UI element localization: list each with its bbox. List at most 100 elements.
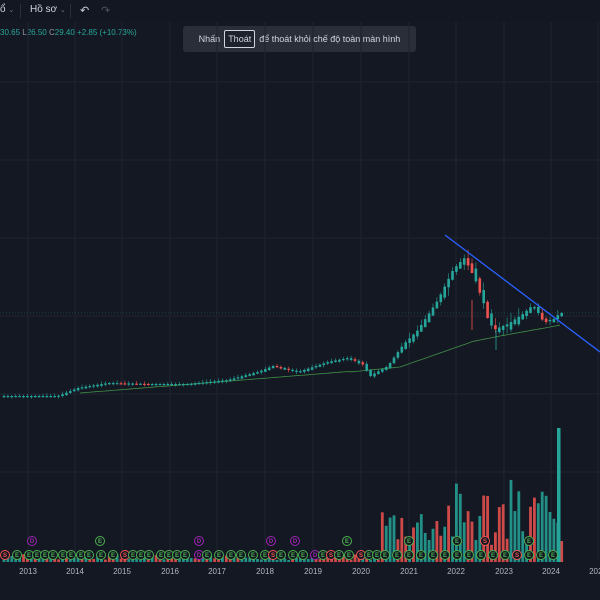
candle-body	[396, 352, 400, 358]
candle-body	[427, 313, 431, 323]
candle-body	[505, 324, 509, 327]
undo-icon[interactable]: ↶	[80, 5, 90, 17]
event-marker-label: E	[279, 553, 283, 559]
volume-bar	[107, 555, 111, 562]
candle-body	[501, 325, 505, 330]
volume-bar	[423, 532, 427, 562]
candle-body	[244, 375, 248, 378]
volume-bar	[306, 558, 310, 562]
candle-body	[240, 376, 244, 379]
candle-body	[334, 360, 337, 363]
volume-bar	[435, 521, 439, 562]
redo-icon[interactable]: ↷	[101, 5, 111, 17]
candle-body	[392, 357, 396, 364]
toolbar-divider	[20, 4, 21, 18]
candle-body	[474, 268, 478, 282]
event-marker-icon	[334, 550, 344, 560]
candle-body	[310, 367, 314, 370]
candle-body	[135, 383, 138, 385]
event-marker-label: E	[345, 539, 349, 545]
event-marker-label: E	[111, 553, 115, 559]
event-marker-icon	[512, 550, 522, 560]
trendline	[444, 234, 600, 353]
candle-body	[217, 380, 220, 383]
candle-body	[260, 370, 263, 373]
candle-body	[88, 386, 92, 388]
volume-bar	[431, 528, 435, 562]
event-marker-label: E	[98, 539, 102, 545]
candle-body	[18, 396, 21, 398]
event-marker-label: S	[123, 553, 127, 559]
volume-bar	[451, 536, 454, 562]
candle-body	[30, 396, 33, 398]
candle-body	[193, 383, 197, 385]
event-marker-label: E	[167, 553, 171, 559]
candle-body	[147, 383, 150, 386]
volume-bar	[470, 521, 474, 562]
candle-body	[139, 383, 142, 385]
event-marker-icon	[0, 550, 10, 560]
event-marker-label: E	[491, 553, 495, 559]
candle-body	[221, 380, 224, 382]
volume-bar	[560, 541, 564, 562]
volume-bar	[369, 559, 372, 562]
event-marker-label: E	[251, 553, 255, 559]
candle-body	[338, 359, 341, 362]
volume-bar	[72, 558, 76, 562]
candle-body	[154, 384, 158, 386]
volume-bar	[552, 518, 556, 562]
candle-body	[556, 315, 560, 320]
candle-body	[49, 396, 53, 398]
candle-body	[361, 362, 365, 365]
event-marker-label: E	[35, 553, 39, 559]
x-axis-tick-label: 2023	[495, 567, 513, 576]
chevron-down-icon: ⌄	[8, 7, 15, 14]
event-marker-label: E	[15, 553, 19, 559]
profile-menu-button[interactable]: Hồ sơ ⌄	[30, 4, 66, 15]
open-value: 30.65	[0, 28, 21, 37]
volume-bar	[380, 512, 384, 562]
volume-bar	[221, 557, 224, 562]
candle-body	[14, 396, 17, 398]
volume-bar	[353, 554, 357, 562]
volume-bar	[209, 555, 213, 562]
volume-bar	[536, 503, 540, 562]
candle-body	[306, 368, 310, 371]
event-marker-icon	[202, 550, 212, 560]
volume-bar	[10, 556, 14, 562]
candle-body	[408, 338, 411, 343]
candle-body	[494, 325, 497, 330]
candle-body	[349, 358, 353, 360]
candle-body	[26, 396, 29, 398]
volume-bar	[22, 554, 25, 562]
event-marker-label: D	[197, 553, 202, 559]
exit-key-button[interactable]: Thoát	[224, 30, 256, 48]
candle-body	[131, 383, 134, 385]
candle-body	[205, 382, 209, 384]
event-marker-label: E	[87, 553, 91, 559]
candle-body	[186, 384, 189, 386]
candle-body	[92, 385, 95, 387]
fullscreen-hint: Nhấn Thoát để thoát khỏi chế độ toàn màn…	[183, 26, 416, 52]
candle-body	[248, 374, 251, 376]
candle-body	[400, 346, 404, 353]
x-axis-tick-label: 2024	[542, 567, 560, 576]
candle-body	[533, 307, 536, 309]
candle-body	[182, 384, 185, 386]
candle-body	[342, 358, 345, 361]
candle-body	[322, 363, 326, 366]
indicator-menu[interactable]: ổ ⌄	[0, 4, 14, 15]
volume-bar	[377, 559, 380, 562]
event-marker-label: E	[527, 553, 531, 559]
event-marker-icon	[95, 536, 105, 546]
candle-body	[76, 387, 80, 391]
candle-body	[6, 396, 10, 398]
event-marker-label: E	[139, 553, 143, 559]
volume-bar	[154, 555, 158, 562]
event-marker-label: E	[407, 539, 411, 545]
volume-bar	[92, 558, 96, 562]
event-marker-label: E	[419, 553, 423, 559]
volume-bar	[509, 479, 513, 562]
volume-bar	[256, 558, 259, 562]
